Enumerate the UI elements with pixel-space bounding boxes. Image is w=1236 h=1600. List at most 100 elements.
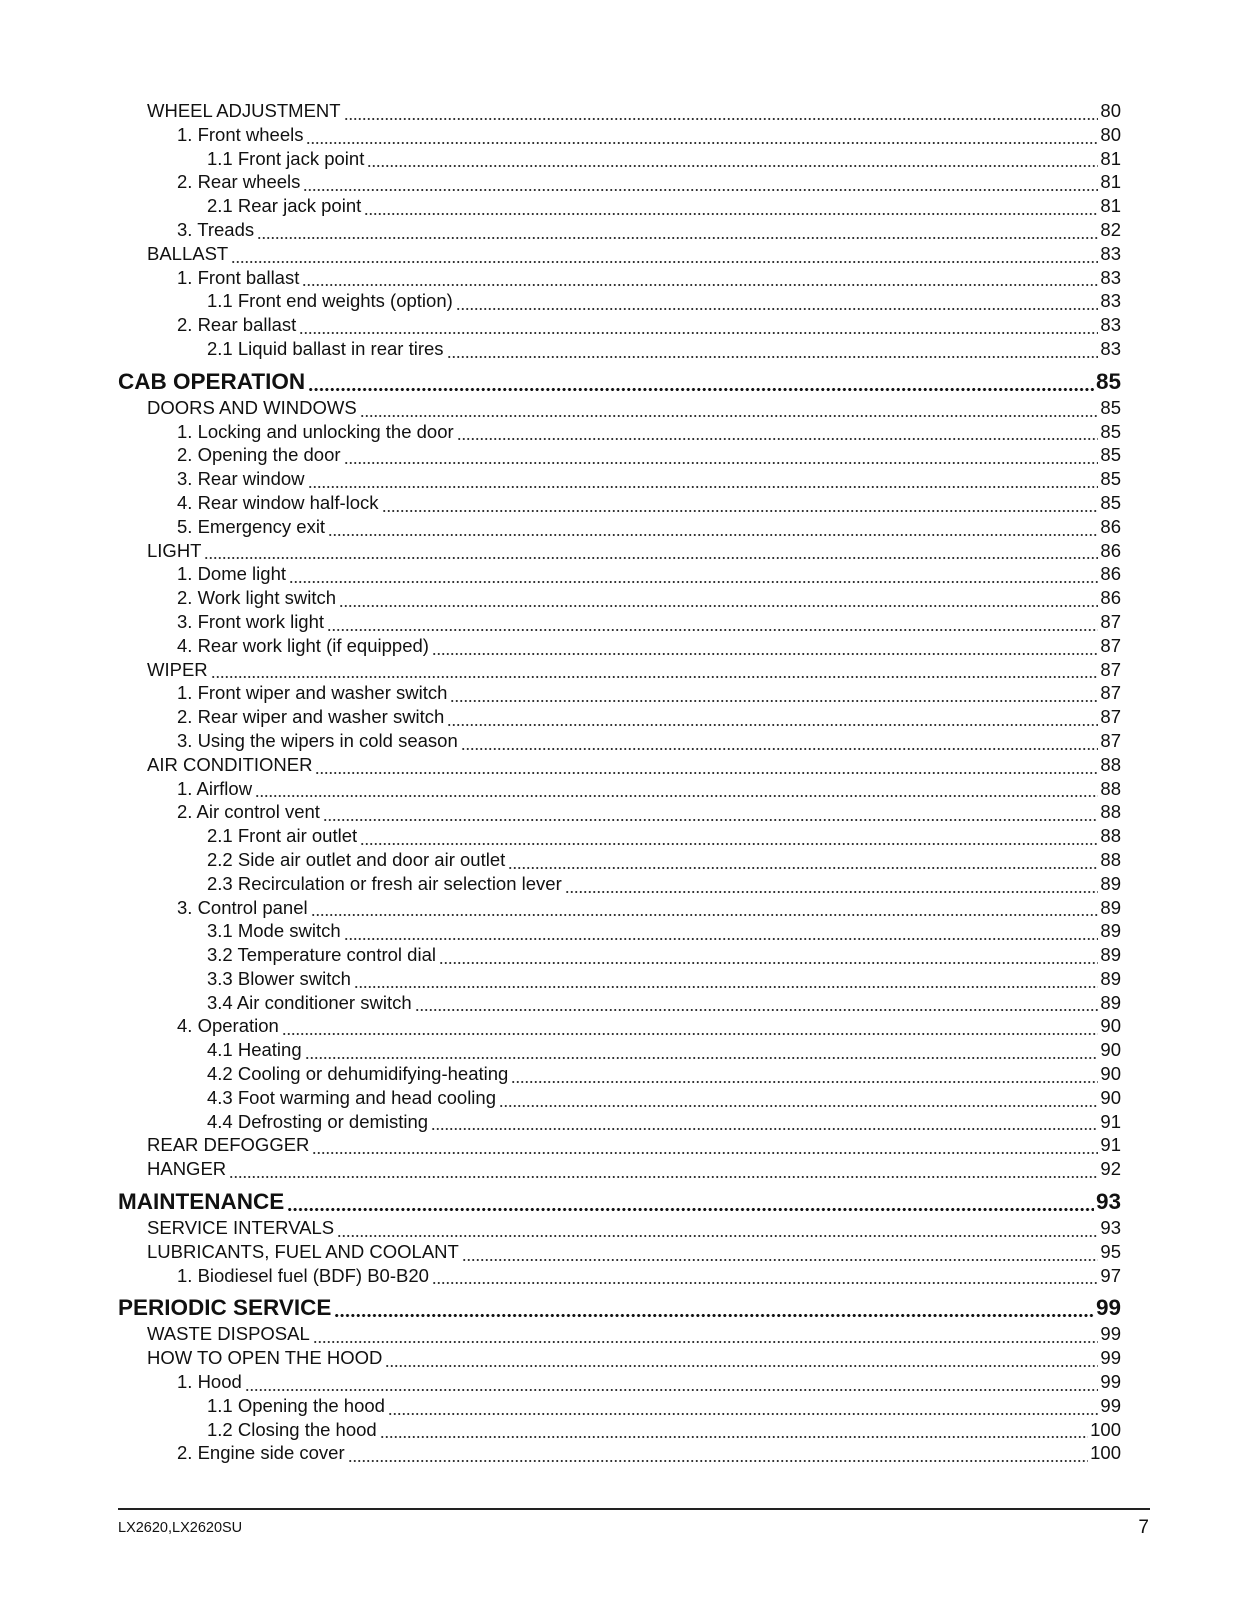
toc-entry[interactable]: SERVICE INTERVALS 93 bbox=[118, 1216, 1121, 1240]
toc-entry[interactable]: 1. Dome light 86 bbox=[118, 562, 1121, 586]
dot-leader bbox=[327, 611, 1099, 632]
entry-page: 85 bbox=[1100, 420, 1121, 442]
dot-leader bbox=[461, 1241, 1099, 1262]
entry-title: 4. Rear window half-lock bbox=[177, 491, 379, 513]
toc-chapter[interactable]: PERIODIC SERVICE 99 bbox=[118, 1293, 1121, 1322]
entry-page: 99 bbox=[1100, 1323, 1121, 1345]
toc-entry[interactable]: 1. Locking and unlocking the door 85 bbox=[118, 420, 1121, 444]
toc-entry[interactable]: 4.4 Defrosting or demisting 91 bbox=[118, 1110, 1121, 1134]
toc-entry[interactable]: 1. Front wheels 80 bbox=[118, 123, 1121, 147]
entry-title: 4.2 Cooling or dehumidifying-heating bbox=[207, 1063, 509, 1085]
entry-page: 83 bbox=[1100, 314, 1121, 336]
toc-entry[interactable]: 2. Rear wiper and washer switch 87 bbox=[118, 705, 1121, 729]
entry-page: 85 bbox=[1100, 396, 1121, 418]
toc-entry[interactable]: 2. Rear wheels 81 bbox=[118, 170, 1121, 194]
toc-entry[interactable]: 1. Biodiesel fuel (BDF) B0-B20 97 bbox=[118, 1264, 1121, 1288]
dot-leader bbox=[446, 338, 1099, 359]
dot-leader bbox=[299, 314, 1099, 335]
entry-title: 2. Air control vent bbox=[177, 801, 320, 823]
toc-entry[interactable]: AIR CONDITIONER 88 bbox=[118, 753, 1121, 777]
toc-entry[interactable]: 2. Opening the door 85 bbox=[118, 443, 1121, 467]
entry-page: 89 bbox=[1100, 967, 1121, 989]
entry-title: 2. Rear wheels bbox=[177, 171, 301, 193]
entry-title: 1. Dome light bbox=[177, 563, 286, 585]
toc-chapter[interactable]: MAINTENANCE 93 bbox=[118, 1187, 1121, 1216]
entry-title: 3.3 Blower switch bbox=[207, 967, 351, 989]
toc-entry[interactable]: WIPER 87 bbox=[118, 658, 1121, 682]
toc-entry[interactable]: 2. Work light switch 86 bbox=[118, 586, 1121, 610]
toc-entry[interactable]: WHEEL ADJUSTMENT 80 bbox=[118, 99, 1121, 123]
entry-page: 100 bbox=[1090, 1442, 1121, 1464]
toc-entry[interactable]: 3.1 Mode switch 89 bbox=[118, 919, 1121, 943]
entry-title: 2. Opening the door bbox=[177, 444, 341, 466]
toc-entry[interactable]: 4.1 Heating 90 bbox=[118, 1038, 1121, 1062]
entry-title: CAB OPERATION bbox=[118, 368, 306, 394]
toc-entry[interactable]: 1. Airflow 88 bbox=[118, 777, 1121, 801]
entry-page: 100 bbox=[1090, 1418, 1121, 1440]
toc-entry[interactable]: 2.2 Side air outlet and door air outlet 8… bbox=[118, 848, 1121, 872]
toc-entry[interactable]: 4.2 Cooling or dehumidifying-heating 90 bbox=[118, 1062, 1121, 1086]
entry-page: 93 bbox=[1095, 1189, 1121, 1215]
toc-entry[interactable]: 2.3 Recirculation or fresh air selection… bbox=[118, 872, 1121, 896]
toc-entry[interactable]: 3. Front work light 87 bbox=[118, 610, 1121, 634]
dot-leader bbox=[343, 445, 1099, 466]
dot-leader bbox=[359, 397, 1099, 418]
toc-entry[interactable]: 2.1 Rear jack point 81 bbox=[118, 194, 1121, 218]
entry-title: MAINTENANCE bbox=[118, 1189, 285, 1215]
toc-entry[interactable]: HANGER 92 bbox=[118, 1157, 1121, 1181]
toc-entry[interactable]: WASTE DISPOSAL 99 bbox=[118, 1322, 1121, 1346]
toc-entry[interactable]: 1.1 Front end weights (option) 83 bbox=[118, 289, 1121, 313]
footer-divider bbox=[118, 1508, 1150, 1510]
toc-entry[interactable]: 5. Emergency exit 86 bbox=[118, 515, 1121, 539]
entry-title: 3.4 Air conditioner switch bbox=[207, 991, 412, 1013]
toc-entry[interactable]: 3.2 Temperature control dial 89 bbox=[118, 943, 1121, 967]
toc-entry[interactable]: HOW TO OPEN THE HOOD 99 bbox=[118, 1346, 1121, 1370]
entry-title: 3. Front work light bbox=[177, 610, 325, 632]
entry-page: 93 bbox=[1100, 1217, 1121, 1239]
toc-entry[interactable]: 4. Operation 90 bbox=[118, 1014, 1121, 1038]
toc-entry[interactable]: LUBRICANTS, FUEL AND COOLANT 95 bbox=[118, 1240, 1121, 1264]
toc-entry[interactable]: 1. Hood 99 bbox=[118, 1370, 1121, 1394]
dot-leader bbox=[307, 468, 1099, 489]
toc-entry[interactable]: 2.1 Front air outlet 88 bbox=[118, 824, 1121, 848]
entry-page: 82 bbox=[1100, 218, 1121, 240]
toc-entry[interactable]: 3.3 Blower switch 89 bbox=[118, 967, 1121, 991]
entry-title: WHEEL ADJUSTMENT bbox=[147, 100, 341, 121]
dot-leader bbox=[450, 683, 1099, 704]
toc-entry[interactable]: 1.1 Opening the hood 99 bbox=[118, 1394, 1121, 1418]
toc-entry[interactable]: 1. Front ballast 83 bbox=[118, 266, 1121, 290]
toc-entry[interactable]: 3. Treads 82 bbox=[118, 218, 1121, 242]
toc-entry[interactable]: REAR DEFOGGER 91 bbox=[118, 1133, 1121, 1157]
entry-page: 90 bbox=[1100, 1015, 1121, 1037]
toc-entry[interactable]: 2.1 Liquid ballast in rear tires 83 bbox=[118, 337, 1121, 361]
entry-title: WIPER bbox=[147, 658, 208, 680]
entry-page: 85 bbox=[1100, 491, 1121, 513]
dot-leader bbox=[302, 267, 1099, 288]
toc-entry[interactable]: 3.4 Air conditioner switch 89 bbox=[118, 991, 1121, 1015]
toc-entry[interactable]: 2. Rear ballast 83 bbox=[118, 313, 1121, 337]
toc-entry[interactable]: 4. Rear work light (if equipped) 87 bbox=[118, 634, 1121, 658]
dot-leader bbox=[231, 243, 1099, 264]
toc-chapter[interactable]: CAB OPERATION 85 bbox=[118, 367, 1121, 396]
toc-entry[interactable]: 1.2 Closing the hood 100 bbox=[118, 1418, 1121, 1442]
dot-leader bbox=[364, 195, 1099, 216]
entry-title: 2.1 Rear jack point bbox=[207, 195, 362, 217]
toc-entry[interactable]: LIGHT 86 bbox=[118, 539, 1121, 563]
toc-entry[interactable]: DOORS AND WINDOWS 85 bbox=[118, 396, 1121, 420]
toc-entry[interactable]: 4. Rear window half-lock 85 bbox=[118, 491, 1121, 515]
entry-page: 87 bbox=[1100, 706, 1121, 728]
toc-entry[interactable]: 1. Front wiper and washer switch 87 bbox=[118, 681, 1121, 705]
toc-entry[interactable]: BALLAST 83 bbox=[118, 242, 1121, 266]
toc-entry[interactable]: 1.1 Front jack point 81 bbox=[118, 147, 1121, 171]
toc-entry[interactable]: 3. Control panel 89 bbox=[118, 896, 1121, 920]
toc-entry[interactable]: 2. Air control vent 88 bbox=[118, 800, 1121, 824]
toc-entry[interactable]: 3. Using the wipers in cold season 87 bbox=[118, 729, 1121, 753]
dot-leader bbox=[499, 1087, 1099, 1108]
entry-title: WASTE DISPOSAL bbox=[147, 1323, 310, 1345]
entry-title: 4. Rear work light (if equipped) bbox=[177, 634, 429, 656]
entry-page: 83 bbox=[1100, 337, 1121, 359]
entry-page: 87 bbox=[1100, 729, 1121, 751]
toc-entry[interactable]: 2. Engine side cover 100 bbox=[118, 1441, 1121, 1465]
toc-entry[interactable]: 3. Rear window 85 bbox=[118, 467, 1121, 491]
toc-entry[interactable]: 4.3 Foot warming and head cooling 90 bbox=[118, 1086, 1121, 1110]
